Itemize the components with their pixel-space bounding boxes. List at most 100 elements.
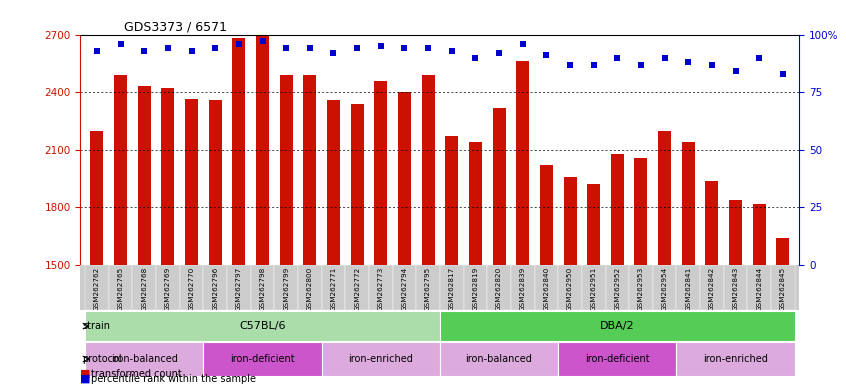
Point <box>279 45 293 51</box>
Bar <box>369 265 393 310</box>
Point <box>137 48 151 54</box>
Bar <box>558 343 677 376</box>
Bar <box>421 75 435 265</box>
Text: GSM262795: GSM262795 <box>425 266 431 311</box>
Text: DBA/2: DBA/2 <box>600 321 634 331</box>
Bar <box>393 265 416 310</box>
Text: iron-enriched: iron-enriched <box>349 354 413 364</box>
Point <box>445 48 459 54</box>
Text: strain: strain <box>82 321 110 331</box>
Text: GSM262773: GSM262773 <box>378 266 384 311</box>
Text: GSM262839: GSM262839 <box>519 266 525 311</box>
Bar <box>582 265 606 310</box>
Text: iron-balanced: iron-balanced <box>465 354 532 364</box>
Text: GSM262772: GSM262772 <box>354 266 360 311</box>
Text: GSM262799: GSM262799 <box>283 266 289 311</box>
Text: GSM262762: GSM262762 <box>94 266 100 311</box>
Point <box>421 45 435 51</box>
Bar <box>653 265 677 310</box>
Bar <box>606 265 629 310</box>
Bar <box>558 265 582 310</box>
Bar <box>440 311 794 341</box>
Bar <box>587 184 600 265</box>
Point <box>776 71 789 77</box>
Bar <box>274 265 298 310</box>
Text: GDS3373 / 6571: GDS3373 / 6571 <box>124 20 227 33</box>
Point <box>255 38 269 45</box>
Point <box>516 41 530 47</box>
Bar <box>209 100 222 265</box>
Bar <box>469 142 482 265</box>
Bar <box>138 86 151 265</box>
Text: GSM262798: GSM262798 <box>260 266 266 311</box>
Bar <box>109 265 133 310</box>
Bar <box>677 265 700 310</box>
Point <box>184 48 198 54</box>
Point <box>634 61 648 68</box>
Bar <box>706 180 718 265</box>
Point <box>611 55 624 61</box>
Text: GSM262844: GSM262844 <box>756 266 762 311</box>
Bar <box>179 265 203 310</box>
Point <box>398 45 411 51</box>
Bar <box>682 142 695 265</box>
Bar <box>511 265 535 310</box>
Bar <box>85 311 440 341</box>
Text: GSM262840: GSM262840 <box>543 266 549 311</box>
Text: iron-enriched: iron-enriched <box>703 354 768 364</box>
Bar <box>729 200 742 265</box>
Bar <box>563 177 576 265</box>
Bar <box>233 38 245 265</box>
Bar <box>747 265 771 310</box>
Point <box>752 55 766 61</box>
Text: GSM262843: GSM262843 <box>733 266 739 311</box>
Bar <box>464 265 487 310</box>
Point <box>114 41 128 47</box>
Bar <box>321 343 440 376</box>
Text: iron-deficient: iron-deficient <box>585 354 650 364</box>
Point <box>327 50 340 56</box>
Bar <box>658 131 671 265</box>
Point <box>540 52 553 58</box>
Text: GSM262842: GSM262842 <box>709 266 715 311</box>
Bar <box>611 154 624 265</box>
Text: GSM262845: GSM262845 <box>780 266 786 311</box>
Point <box>682 59 695 65</box>
Bar <box>777 238 789 265</box>
Bar <box>298 265 321 310</box>
Text: protocol: protocol <box>82 354 122 364</box>
Text: GSM262765: GSM262765 <box>118 266 124 311</box>
Bar <box>492 108 506 265</box>
Point <box>91 48 104 54</box>
Text: iron-deficient: iron-deficient <box>230 354 294 364</box>
Bar <box>753 204 766 265</box>
Bar <box>540 165 553 265</box>
Text: ■: ■ <box>80 369 91 379</box>
Point <box>350 45 364 51</box>
Bar <box>440 265 464 310</box>
Text: GSM262951: GSM262951 <box>591 266 596 311</box>
Text: GSM262950: GSM262950 <box>567 266 573 311</box>
Bar <box>629 265 653 310</box>
Bar <box>156 265 179 310</box>
Bar <box>398 92 411 265</box>
Bar <box>535 265 558 310</box>
Text: GSM262768: GSM262768 <box>141 266 147 311</box>
Point <box>208 45 222 51</box>
Bar <box>374 81 387 265</box>
Text: GSM262769: GSM262769 <box>165 266 171 311</box>
Point <box>469 55 482 61</box>
Text: GSM262841: GSM262841 <box>685 266 691 311</box>
Text: GSM262800: GSM262800 <box>307 266 313 311</box>
Text: GSM262817: GSM262817 <box>448 266 455 311</box>
Text: percentile rank within the sample: percentile rank within the sample <box>91 374 256 384</box>
Point <box>706 61 719 68</box>
Bar <box>350 104 364 265</box>
Bar <box>445 136 459 265</box>
Text: GSM262820: GSM262820 <box>496 266 502 311</box>
Bar <box>345 265 369 310</box>
Text: GSM262952: GSM262952 <box>614 266 620 311</box>
Bar <box>227 265 250 310</box>
Text: GSM262797: GSM262797 <box>236 266 242 311</box>
Text: GSM262953: GSM262953 <box>638 266 644 311</box>
